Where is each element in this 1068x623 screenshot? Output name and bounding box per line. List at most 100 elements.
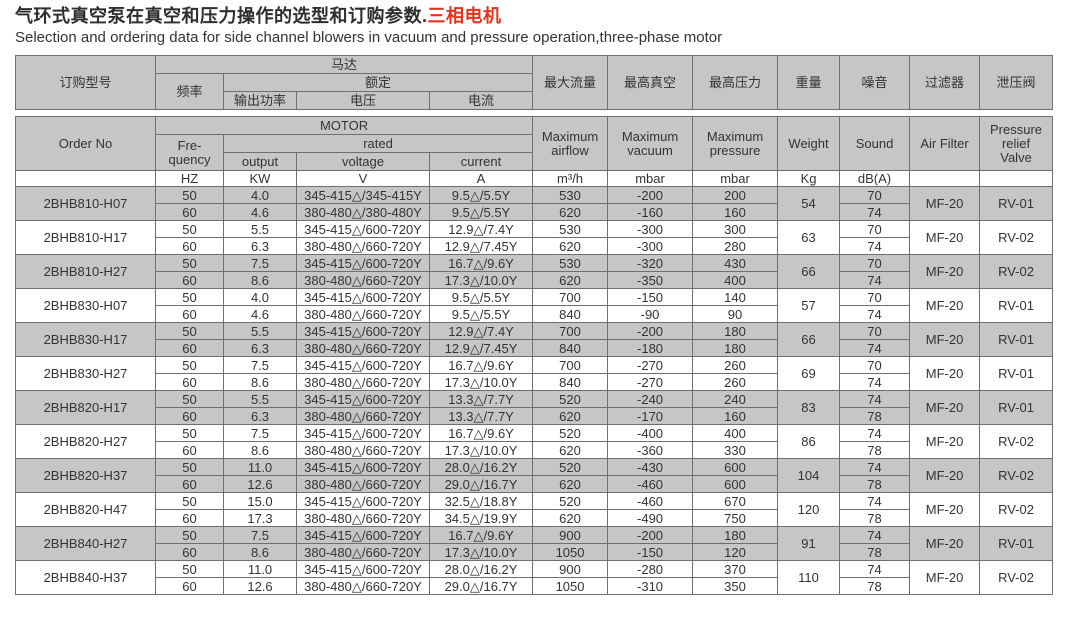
cell-relief-valve: RV-01 [979, 186, 1054, 221]
table-row: 2BHB810-H27 50 7.5 345-415△/600-720Y 16.7△/9… [15, 254, 1054, 289]
page-title: 气环式真空泵在真空和压力操作的选型和订购参数.三相电机 [15, 6, 1053, 27]
cell-voltage: 380-480△/660-720Y [296, 339, 430, 357]
cell-output-power: 17.3 [223, 509, 297, 527]
cell-sound: 74 [839, 492, 911, 510]
cell-order-no: 2BHB810-H27 [15, 254, 156, 289]
cell-max-airflow: 700 [532, 322, 609, 340]
cell-current: 12.9△/7.45Y [428, 339, 534, 357]
cell-current: 17.3△/10.0Y [428, 543, 534, 561]
cell-weight: 66 [777, 254, 841, 289]
cell-max-airflow: 1050 [532, 577, 609, 595]
cell-sound: 78 [839, 543, 911, 561]
cell-relief-valve: RV-01 [979, 288, 1054, 323]
unit-output: KW [223, 170, 297, 187]
cell-voltage: 345-415△/600-720Y [296, 288, 430, 306]
header-en-max-vacuum: Maximum vacuum [607, 116, 694, 171]
cell-max-pressure: 600 [692, 475, 779, 493]
cell-sound: 74 [839, 339, 911, 357]
cell-weight: 110 [777, 560, 841, 595]
cell-current: 16.7△/9.6Y [428, 254, 534, 272]
cell-air-filter: MF-20 [909, 424, 981, 459]
table-row: 60 17.3 380-480△/660-720Y 34.5△/19.9Y 620 -49… [16, 509, 1053, 527]
cell-output-power: 5.5 [223, 220, 297, 238]
cell-max-airflow: 620 [532, 203, 609, 221]
cell-weight: 54 [777, 186, 841, 221]
cell-sound: 74 [839, 390, 911, 408]
header-zh-order-no: 订购型号 [15, 55, 156, 110]
cell-output-power: 11.0 [223, 560, 297, 578]
cell-relief-valve: RV-01 [979, 526, 1054, 561]
cell-sound: 78 [839, 509, 911, 527]
cell-frequency: 50 [155, 288, 224, 306]
cell-max-pressure: 180 [692, 526, 779, 544]
table-row: 2BHB810-H07 50 4.0 345-415△/345-415Y 9.5△/5.… [15, 186, 1054, 221]
cell-order-no: 2BHB840-H37 [15, 560, 156, 595]
unit-order-no [15, 170, 156, 187]
header-zh-motor: 马达 [154, 55, 534, 74]
table-row: 2BHB830-H17 50 5.5 345-415△/600-720Y 12.9△/7… [15, 322, 1054, 357]
cell-max-pressure: 430 [692, 254, 779, 272]
cell-air-filter: MF-20 [909, 288, 981, 323]
cell-frequency: 50 [155, 322, 224, 340]
cell-frequency: 60 [155, 271, 224, 289]
header-zh-relief-valve: 泄压阀 [979, 55, 1054, 110]
table-row: 60 12.6 380-480△/660-720Y 29.0△/16.7Y 1050 -3… [16, 577, 1053, 595]
cell-air-filter: MF-20 [909, 390, 981, 425]
unit-pressure: mbar [692, 170, 779, 187]
cell-sound: 70 [839, 220, 911, 238]
page-subtitle: Selection and ordering data for side cha… [15, 29, 723, 46]
cell-max-vacuum: -200 [607, 186, 694, 204]
cell-current: 34.5△/19.9Y [428, 509, 534, 527]
cell-voltage: 380-480△/660-720Y [296, 543, 430, 561]
cell-max-airflow: 520 [532, 390, 609, 408]
cell-current: 9.5△/5.5Y [428, 186, 534, 204]
cell-output-power: 8.6 [223, 373, 297, 391]
table-row: 60 8.6 380-480△/660-720Y 17.3△/10.0Y 620 -360… [16, 441, 1053, 459]
cell-relief-valve: RV-02 [979, 560, 1054, 595]
cell-air-filter: MF-20 [909, 560, 981, 595]
cell-current: 29.0△/16.7Y [428, 577, 534, 595]
cell-output-power: 5.5 [223, 322, 297, 340]
cell-frequency: 50 [155, 458, 224, 476]
header-zh-max-vacuum: 最高真空 [607, 55, 694, 110]
cell-sound: 74 [839, 458, 911, 476]
header-zh-current: 电流 [428, 91, 534, 110]
cell-output-power: 8.6 [223, 543, 297, 561]
cell-relief-valve: RV-01 [979, 390, 1054, 425]
cell-output-power: 4.0 [223, 288, 297, 306]
header-table-zh: 订购型号 马达 最大流量 最高真空 最高压力 重量 噪音 过滤器 泄压阀 频率 … [15, 55, 1054, 110]
unit-weight: Kg [777, 170, 841, 187]
cell-current: 13.3△/7.7Y [428, 407, 534, 425]
table-row: 2BHB830-H07 50 4.0 345-415△/600-720Y 9.5△/5.… [15, 288, 1054, 323]
cell-output-power: 12.6 [223, 475, 297, 493]
cell-weight: 83 [777, 390, 841, 425]
units-row: HZ KW V A m³/h mbar mbar Kg dB(A) [15, 170, 1054, 187]
spec-table: Order No MOTOR Maximum airflow Maximum v… [15, 116, 1054, 595]
cell-voltage: 380-480△/660-720Y [296, 373, 430, 391]
header-zh-sound: 噪音 [839, 55, 911, 110]
cell-current: 12.9△/7.4Y [428, 220, 534, 238]
cell-sound: 70 [839, 186, 911, 204]
cell-max-vacuum: -350 [607, 271, 694, 289]
header-zh-rated: 额定 [222, 73, 534, 92]
cell-weight: 91 [777, 526, 841, 561]
cell-max-vacuum: -150 [607, 288, 694, 306]
cell-weight: 63 [777, 220, 841, 255]
cell-frequency: 50 [155, 526, 224, 544]
table-row: 2BHB830-H27 50 7.5 345-415△/600-720Y 16.7△/9… [15, 356, 1054, 391]
cell-voltage: 345-415△/600-720Y [296, 492, 430, 510]
cell-weight: 69 [777, 356, 841, 391]
cell-max-airflow: 620 [532, 237, 609, 255]
cell-output-power: 4.0 [223, 186, 297, 204]
cell-output-power: 5.5 [223, 390, 297, 408]
cell-voltage: 380-480△/660-720Y [296, 441, 430, 459]
cell-max-vacuum: -270 [607, 373, 694, 391]
table-row: 60 6.3 380-480△/660-720Y 13.3△/7.7Y 620 -170 1… [16, 407, 1053, 425]
table-row: 60 8.6 380-480△/660-720Y 17.3△/10.0Y 840 -270… [16, 373, 1053, 391]
cell-voltage: 380-480△/660-720Y [296, 475, 430, 493]
cell-max-airflow: 530 [532, 254, 609, 272]
header-en-max-airflow: Maximum airflow [532, 116, 609, 171]
cell-output-power: 6.3 [223, 237, 297, 255]
cell-max-pressure: 180 [692, 339, 779, 357]
cell-output-power: 4.6 [223, 305, 297, 323]
